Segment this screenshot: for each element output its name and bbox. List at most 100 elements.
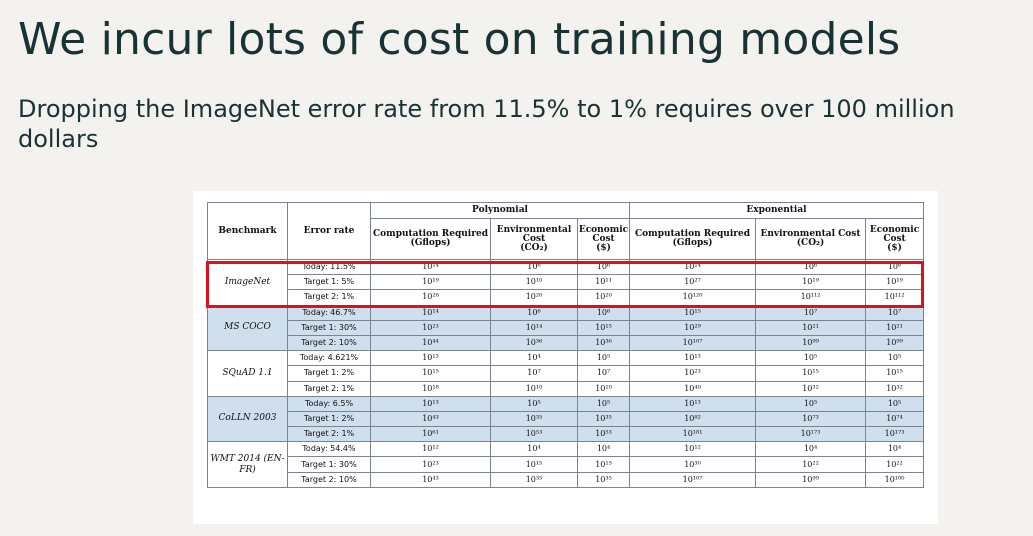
cost-cell: 10⁹⁹	[865, 334, 925, 352]
cost-cell: 10⁵	[490, 395, 578, 412]
cost-cell: 10¹³	[370, 395, 491, 412]
cost-cell: 10²³	[629, 365, 757, 382]
cost-cell: 10⁸²	[629, 410, 757, 428]
error-rate-cell: Today: 4.621%	[287, 350, 371, 367]
cost-cell: 10¹³	[370, 350, 491, 367]
cost-cell: 10⁷	[576, 365, 631, 382]
cost-cell: 10¹⁵	[755, 365, 867, 382]
benchmark-name: CoLLN 2003	[207, 395, 288, 443]
cost-cell: 10³⁵	[490, 410, 578, 428]
error-rate-cell: Today: 6.5%	[287, 395, 371, 412]
cost-cell: 10⁷	[865, 304, 925, 321]
header-benchmark: Benchmark	[207, 202, 288, 260]
cost-cell: 10¹²	[629, 441, 757, 458]
table-row: WMT 2014 (EN-FR) Today: 54.4% 10¹² 10⁴ 10⁴ 10…	[207, 441, 925, 488]
benchmark-name: WMT 2014 (EN-FR)	[207, 441, 288, 488]
cost-cell: 10⁵	[576, 350, 631, 367]
table-row: Target 1: 2% 10⁴³ 10³⁵ 10³⁵ 10⁸² 10⁷³ 10⁷⁴	[208, 410, 925, 428]
cost-cell: 10⁹⁹	[755, 334, 867, 352]
table-row: Target 1: 30% 10²³ 10¹⁵ 10¹⁵ 10³⁰ 10²² 10²²	[208, 456, 925, 473]
cost-cell: 10⁶¹	[370, 426, 491, 443]
group-header-polynomial: Polynomial	[369, 202, 631, 219]
cost-cell: 10⁹⁹	[755, 471, 867, 488]
cost-cell: 10⁵	[865, 350, 925, 367]
benchmark-name: MS COCO	[207, 304, 288, 352]
cost-cell: 10²²	[755, 456, 867, 473]
table-row: Target 1: 2% 10¹⁵ 10⁷ 10⁷ 10²³ 10¹⁵ 10¹⁵	[208, 365, 925, 382]
error-rate-cell: Target 1: 30%	[287, 319, 371, 336]
cost-cell: 10⁴	[490, 350, 578, 367]
cost-cell: 10⁴⁰	[629, 380, 757, 397]
table-body: ImageNet Today: 11.5% 10¹⁴ 10⁶ 10⁶ 10¹⁴ 10⁶ 10⁶…	[207, 258, 925, 488]
cost-cell: 10¹⁵	[576, 456, 631, 473]
slide-title: We incur lots of cost on training models	[18, 14, 901, 65]
header-exp-economic: Economic Cost ($)	[865, 218, 925, 260]
cost-cell: 10⁵	[755, 395, 867, 412]
cost-cell: 10¹⁰⁷	[629, 334, 757, 352]
table-row: CoLLN 2003 Today: 6.5% 10¹³ 10⁵ 10⁵ 10¹³ 10⁵ 10…	[207, 395, 925, 443]
cost-cell: 10²¹	[755, 319, 867, 336]
cost-cell: 10¹⁵	[370, 365, 491, 382]
error-rate-cell: Target 1: 30%	[287, 456, 371, 473]
cost-cell: 10⁵³	[576, 426, 631, 443]
cost-cell: 10³⁵	[576, 410, 631, 428]
cost-table: Benchmark Error rate Polynomial Exponent…	[207, 202, 925, 488]
cost-cell: 10¹³	[629, 350, 757, 367]
table-row: SQuAD 1.1 Today: 4.621% 10¹³ 10⁴ 10⁵ 10¹³ 10⁵ 1…	[207, 350, 925, 397]
cost-cell: 10¹⁷³	[865, 426, 925, 443]
slide-subtitle: Dropping the ImageNet error rate from 11…	[18, 95, 955, 153]
cost-cell: 10²³	[370, 456, 491, 473]
group-header-exponential: Exponential	[629, 202, 925, 219]
table-row: Target 2: 1% 10²⁸ 10²⁰ 10²⁰ 10¹²⁰ 10¹¹² 10¹¹²	[208, 289, 925, 306]
cost-cell: 10⁵³	[490, 426, 578, 443]
table-row: Target 2: 1% 10⁶¹ 10⁵³ 10⁵³ 10¹⁸¹ 10¹⁷³ 10¹⁷³	[208, 426, 925, 443]
error-rate-cell: Target 2: 10%	[287, 471, 371, 488]
cost-cell: 10³²	[755, 380, 867, 397]
cost-cell: 10⁴	[490, 441, 578, 458]
cost-cell: 10¹⁸¹	[629, 426, 757, 443]
error-rate-cell: Target 1: 2%	[287, 365, 371, 382]
cost-cell: 10⁷⁴	[865, 410, 925, 428]
cost-cell: 10³⁰	[629, 456, 757, 473]
error-rate-cell: Target 2: 1%	[287, 426, 371, 443]
header-poly-environmental: Environmental Cost (CO₂)	[490, 218, 578, 260]
cost-cell: 10⁷	[490, 365, 578, 382]
cost-cell: 10¹⁸	[370, 380, 491, 397]
cost-cell: 10³⁶	[576, 334, 631, 352]
error-rate-cell: Today: 54.4%	[287, 441, 371, 458]
table-row: Target 2: 10% 10⁴³ 10³⁵ 10³⁵ 10¹⁰⁷ 10⁹⁹ 10¹⁰⁰	[208, 471, 925, 488]
cost-cell: 10²³	[370, 319, 491, 336]
cost-cell: 10⁵	[576, 395, 631, 412]
cost-cell: 10³⁵	[576, 471, 631, 488]
cost-cell: 10¹⁰⁷	[629, 471, 757, 488]
header-exp-environmental: Environmental Cost (CO₂)	[755, 218, 867, 260]
header-poly-computation: Computation Required (Gflops)	[370, 218, 491, 260]
cost-cell: 10⁵	[865, 395, 925, 412]
cost-cell: 10⁴³	[370, 410, 491, 428]
cost-cell: 10¹⁰⁰	[865, 471, 925, 488]
cost-cell: 10⁴⁴	[370, 334, 491, 352]
cost-cell: 10³⁵	[490, 471, 578, 488]
cost-cell: 10¹⁴	[490, 319, 578, 336]
cost-cell: 10⁷	[755, 304, 867, 321]
cost-cell: 10¹⁵	[490, 456, 578, 473]
cost-cell: 10⁴	[865, 441, 925, 458]
cost-cell: 10²²	[865, 456, 925, 473]
benchmark-name: SQuAD 1.1	[207, 350, 288, 397]
cost-cell: 10¹⁰	[576, 380, 631, 397]
cost-cell: 10¹⁵	[576, 319, 631, 336]
cost-cell: 10¹³	[629, 395, 757, 412]
header-error-rate: Error rate	[287, 202, 371, 260]
imagenet-highlight-box	[206, 261, 924, 308]
cost-cell: 10⁴	[576, 441, 631, 458]
error-rate-cell: Target 1: 2%	[287, 410, 371, 428]
header-poly-economic: Economic Cost ($)	[576, 218, 631, 260]
cost-cell: 10⁵	[755, 350, 867, 367]
error-rate-cell: Target 2: 10%	[287, 334, 371, 352]
table-row: Target 2: 10% 10⁴⁴ 10³⁶ 10³⁶ 10¹⁰⁷ 10⁹⁹ 10⁹⁹	[208, 334, 925, 352]
benchmark-name: ImageNet	[207, 259, 288, 306]
cost-cell: 10¹²	[370, 441, 491, 458]
cost-cell: 10⁴³	[370, 471, 491, 488]
cost-cell: 10³⁶	[490, 334, 578, 352]
cost-cell: 10³²	[865, 380, 925, 397]
